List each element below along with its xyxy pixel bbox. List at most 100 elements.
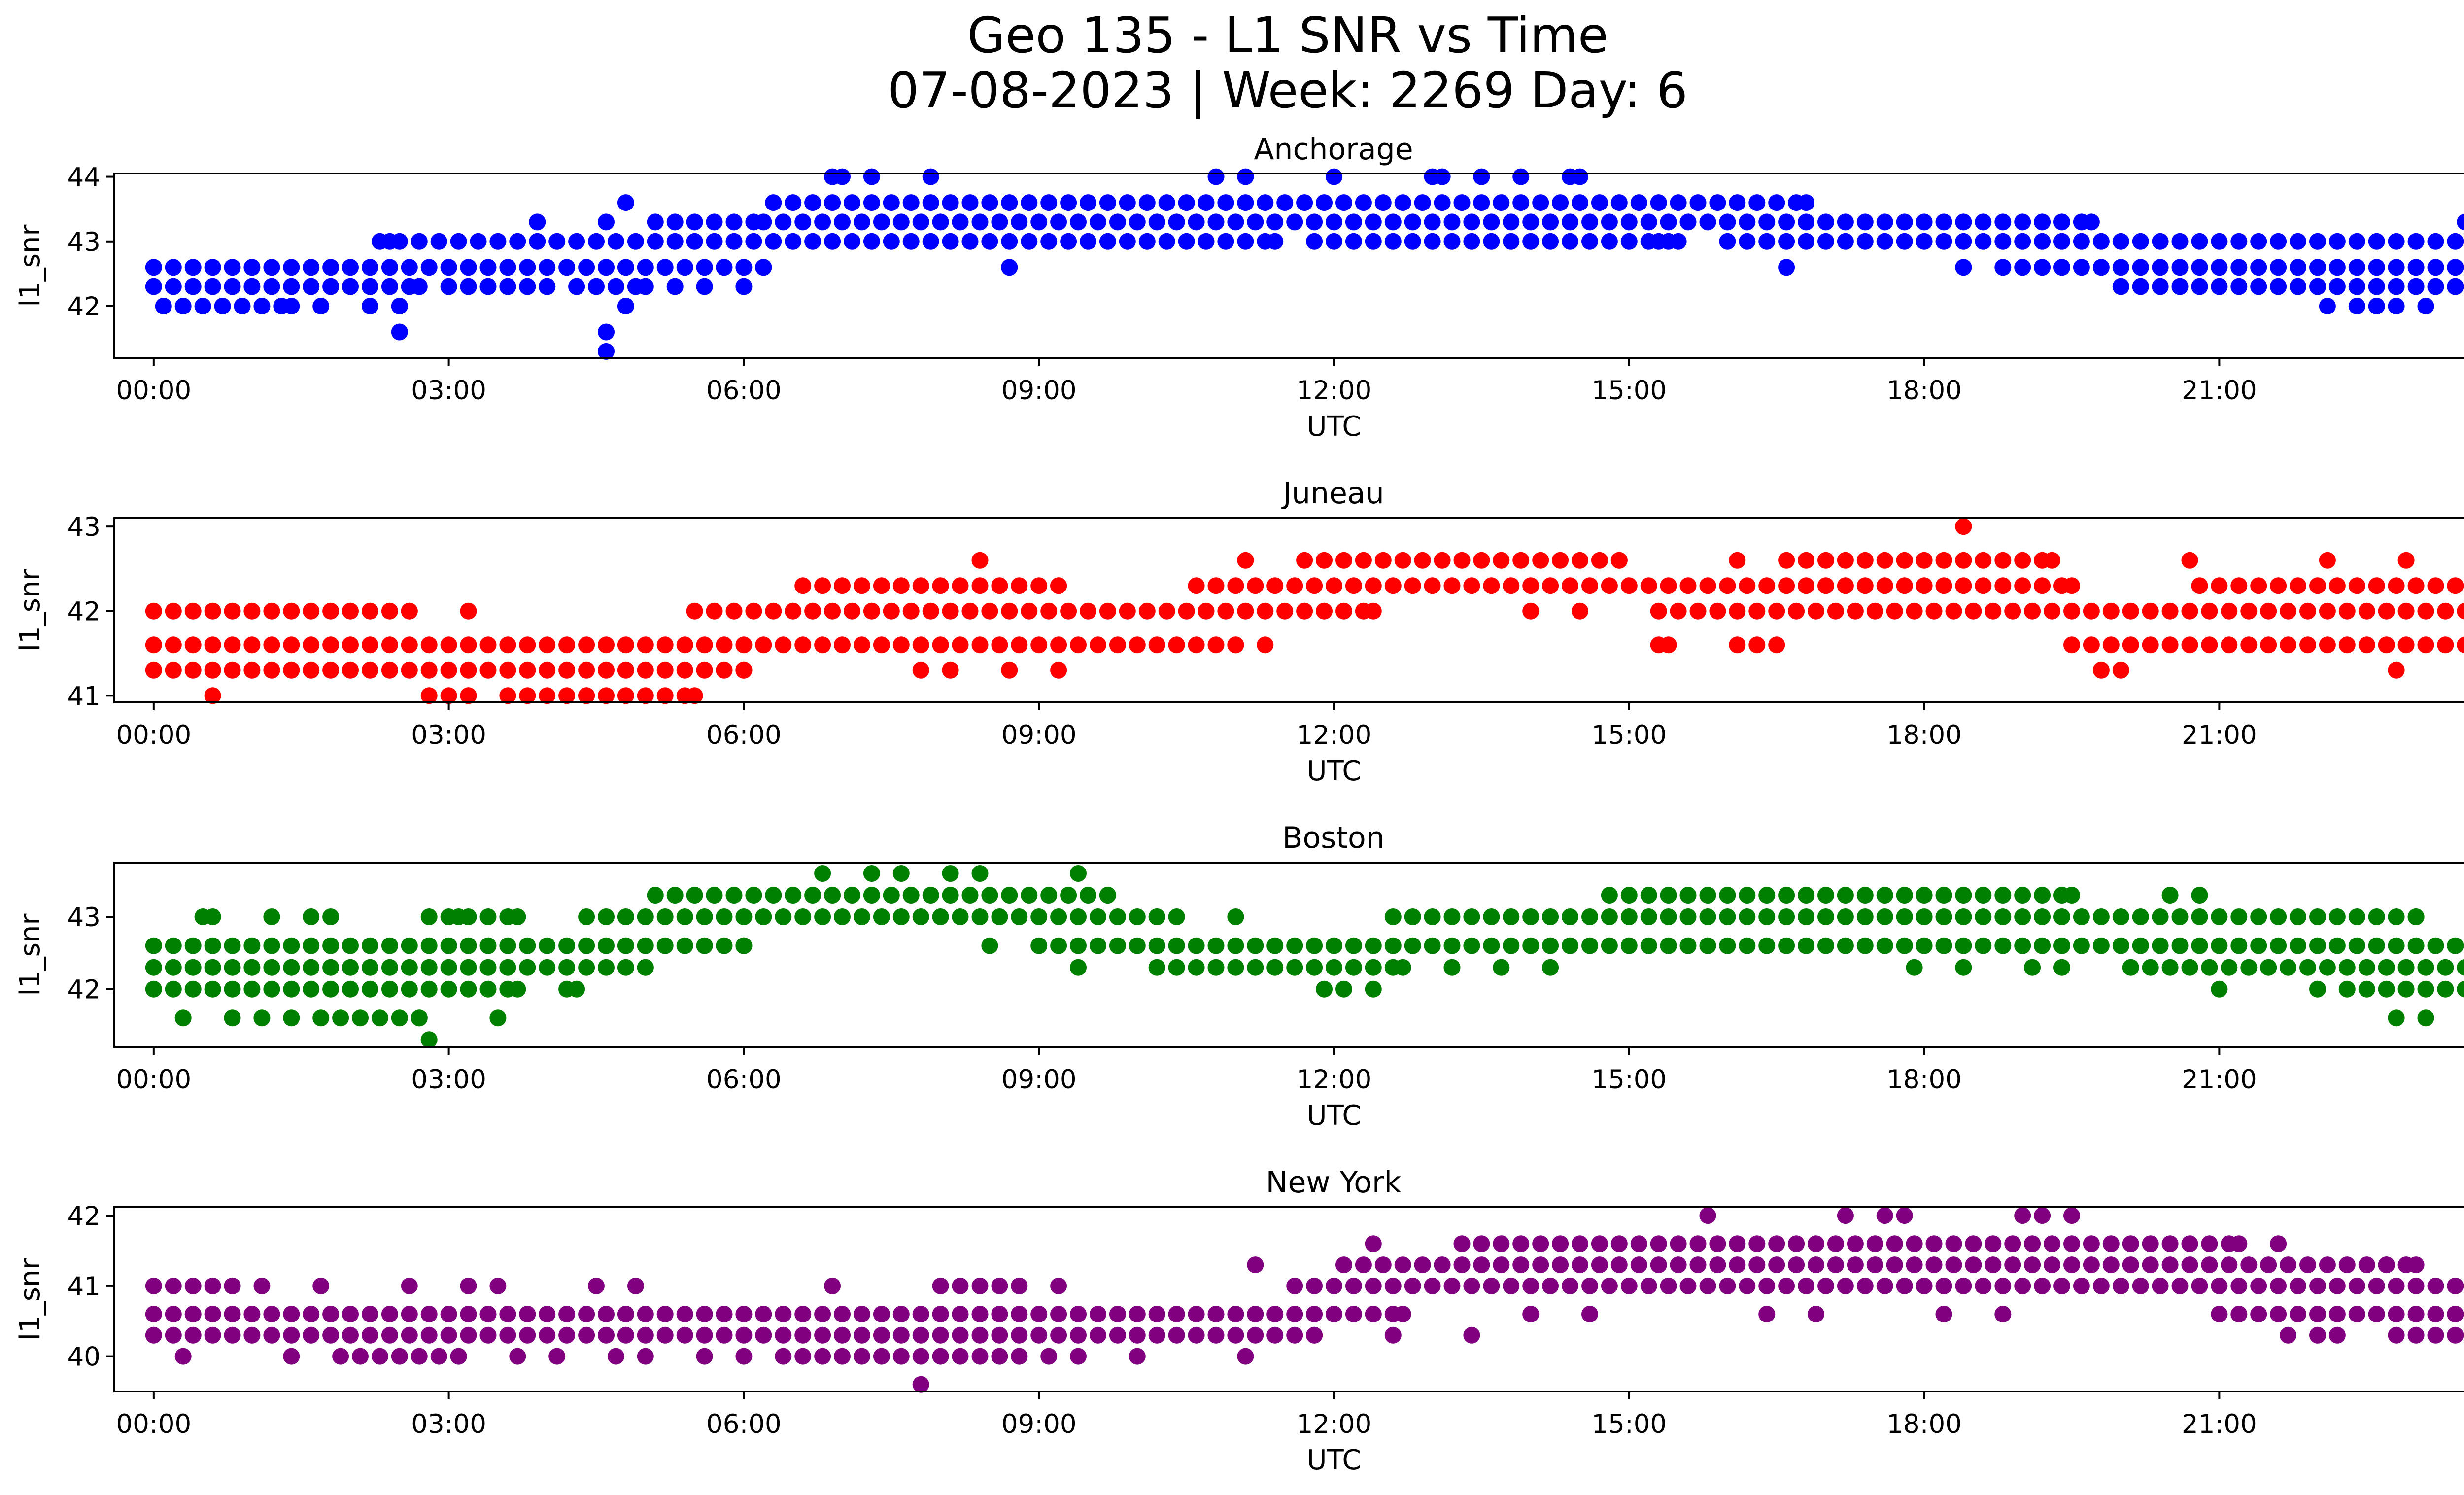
anchorage-data-point (2309, 233, 2326, 250)
anchorage-data-point (1345, 213, 1362, 231)
juneau-data-point (1266, 577, 1284, 594)
new-york-data-point (2427, 1306, 2444, 1322)
new-york-data-point (1768, 1256, 1785, 1274)
boston-data-point (598, 908, 615, 925)
boston-data-point (1837, 937, 1854, 954)
new-york-data-point (2201, 1256, 2218, 1274)
new-york-data-point (1896, 1207, 1913, 1224)
boston-data-point (1876, 908, 1893, 925)
boston-data-point (2014, 908, 2031, 925)
anchorage-data-point (1798, 213, 1815, 231)
anchorage-data-point (1975, 213, 1992, 231)
juneau-data-point (263, 661, 280, 679)
anchorage-data-point (2368, 259, 2385, 276)
anchorage-data-point (1384, 213, 1402, 231)
juneau-x-tick-label: 18:00 (1886, 720, 1962, 750)
boston-data-point (1503, 937, 1520, 954)
boston-data-point (460, 959, 477, 976)
juneau-data-point (401, 661, 418, 679)
new-york-data-point (2328, 1326, 2346, 1344)
new-york-data-point (1552, 1235, 1569, 1252)
juneau-data-point (2201, 636, 2218, 654)
juneau-data-point (932, 636, 949, 654)
new-york-data-point (2328, 1306, 2346, 1322)
new-york-data-point (2358, 1256, 2375, 1274)
new-york-data-point (2014, 1277, 2031, 1294)
anchorage-data-point (1001, 194, 1018, 211)
boston-data-point (1620, 908, 1638, 925)
anchorage-data-point (942, 194, 959, 211)
anchorage-data-point (204, 259, 221, 276)
anchorage-data-point (1326, 213, 1342, 231)
boston-data-point (922, 887, 939, 904)
new-york-data-point (1227, 1326, 1244, 1344)
boston-data-point (696, 937, 713, 954)
juneau-data-point (1365, 577, 1382, 594)
juneau-data-point (1060, 602, 1077, 620)
new-york-data-point (932, 1326, 949, 1344)
boston-data-point (2427, 937, 2444, 954)
anchorage-data-point (1601, 213, 1618, 231)
anchorage-data-point (1424, 213, 1441, 231)
boston-data-point (263, 980, 280, 998)
boston-data-point (2457, 959, 2464, 976)
boston-data-point (2053, 959, 2070, 976)
boston-data-point (1601, 887, 1618, 904)
new-york-data-point (283, 1326, 300, 1344)
anchorage-data-point (440, 259, 457, 276)
juneau-data-point (1070, 636, 1087, 654)
juneau-data-point (1620, 577, 1638, 594)
boston-data-point (1798, 937, 1815, 954)
new-york-data-point (479, 1326, 497, 1344)
boston-data-point (479, 937, 497, 954)
anchorage-data-point (1935, 213, 1952, 231)
boston-data-point (2191, 908, 2208, 925)
new-york-data-point (912, 1326, 929, 1344)
anchorage-data-point (991, 213, 1008, 231)
new-york-data-point (1610, 1256, 1628, 1274)
new-york-data-point (2211, 1277, 2228, 1294)
new-york-data-point (775, 1306, 792, 1322)
new-york-data-point (2270, 1235, 2287, 1252)
anchorage-data-point (1178, 194, 1195, 211)
juneau-data-point (735, 661, 753, 679)
new-york-data-point (2427, 1277, 2444, 1294)
new-york-data-point (2280, 1256, 2297, 1274)
boston-data-point (2092, 908, 2110, 925)
juneau-data-point (1434, 552, 1451, 569)
anchorage-data-point (509, 233, 526, 250)
boston-data-point (824, 887, 841, 904)
new-york-data-point (1965, 1235, 1982, 1252)
anchorage-data-point (1778, 213, 1795, 231)
anchorage-data-point (529, 213, 546, 231)
juneau-data-point (745, 602, 762, 620)
new-york-data-point (627, 1277, 644, 1294)
new-york-data-point (2034, 1277, 2051, 1294)
boston-data-point (332, 1009, 349, 1027)
juneau-data-point (1955, 552, 1972, 569)
anchorage-data-point (824, 194, 841, 211)
anchorage-data-point (1896, 233, 1913, 250)
new-york-data-point (676, 1306, 693, 1322)
anchorage-data-point (303, 259, 320, 276)
juneau-data-point (1050, 661, 1067, 679)
anchorage-data-point (1660, 213, 1677, 231)
boston-x-tick-label: 09:00 (1001, 1065, 1077, 1095)
new-york-data-point (401, 1306, 418, 1322)
juneau-data-point (322, 602, 340, 620)
juneau-data-point (1030, 636, 1048, 654)
anchorage-data-point (2112, 259, 2129, 276)
anchorage-data-point (1247, 213, 1264, 231)
juneau-data-point (1768, 602, 1785, 620)
new-york-data-point (1090, 1306, 1106, 1322)
anchorage-data-point (1876, 233, 1893, 250)
anchorage-data-point (1434, 194, 1451, 211)
boston-data-point (1758, 937, 1776, 954)
boston-data-point (2221, 959, 2238, 976)
boston-data-point (844, 887, 860, 904)
anchorage-data-point (558, 259, 576, 276)
new-york-data-point (283, 1348, 300, 1365)
anchorage-data-point (1719, 233, 1736, 250)
juneau-data-point (519, 687, 536, 704)
